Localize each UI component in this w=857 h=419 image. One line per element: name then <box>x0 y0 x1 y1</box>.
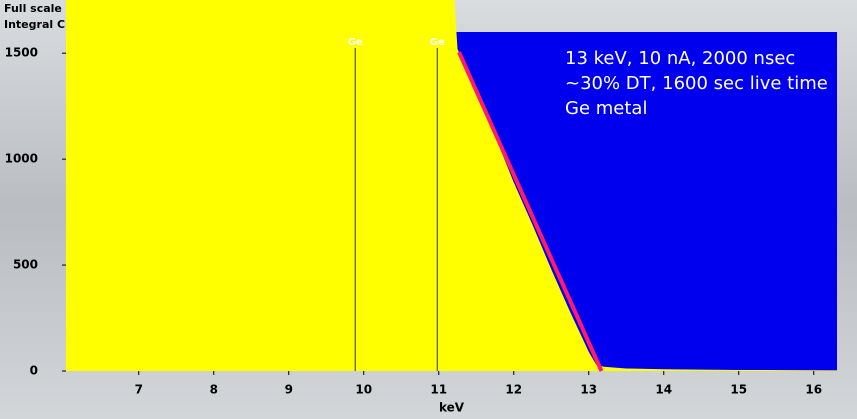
spectrum-area <box>66 0 837 371</box>
y-tick-label: 1500 <box>5 46 38 60</box>
annotation: ~30% DT, 1600 sec live time <box>565 73 828 94</box>
x-tick-label: 16 <box>805 383 822 397</box>
annotation: Ge metal <box>565 98 647 119</box>
marker-label: Ge <box>430 37 445 48</box>
x-tick-label: 7 <box>135 383 143 397</box>
marker-label: Ge <box>348 37 363 48</box>
x-tick-label: 15 <box>730 383 747 397</box>
y-tick-label: 1000 <box>5 152 38 166</box>
y-tick-label: 0 <box>30 364 38 378</box>
x-tick-label: 10 <box>355 383 372 397</box>
x-tick-label: 8 <box>210 383 218 397</box>
x-tick-label: 9 <box>285 383 293 397</box>
x-tick-label: 14 <box>655 383 672 397</box>
annotation: 13 keV, 10 nA, 2000 nsec <box>565 48 795 69</box>
x-tick-label: 11 <box>430 383 447 397</box>
header-text: Full scale <box>4 2 62 15</box>
fit-line <box>457 51 604 372</box>
header-text: Integral C <box>4 18 65 31</box>
x-tick-label: 13 <box>580 383 597 397</box>
y-tick-label: 500 <box>13 258 38 272</box>
x-tick-label: 12 <box>505 383 522 397</box>
x-axis-label: keV <box>439 401 465 415</box>
